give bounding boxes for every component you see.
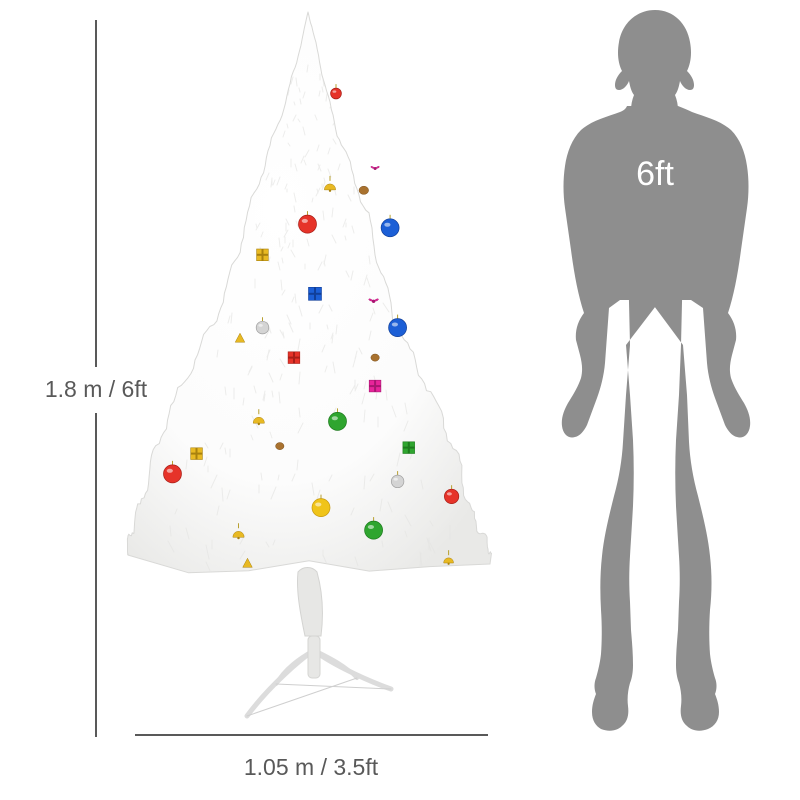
- svg-text:6ft: 6ft: [636, 155, 674, 193]
- svg-text:1.8 m / 6ft: 1.8 m / 6ft: [45, 376, 148, 402]
- svg-text:1.05 m / 3.5ft: 1.05 m / 3.5ft: [244, 754, 379, 780]
